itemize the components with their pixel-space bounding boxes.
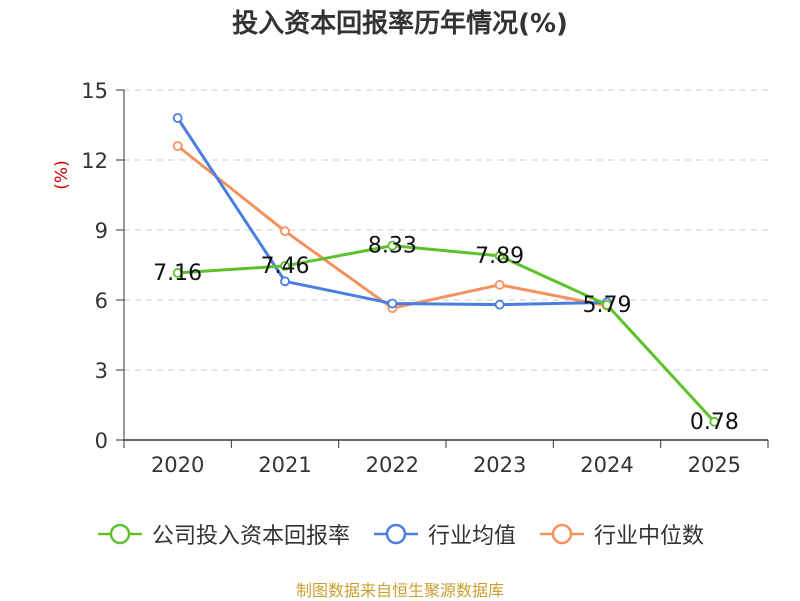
legend-item-industry-avg[interactable]: 行业均值 <box>372 518 516 550</box>
data-point-company[interactable] <box>602 299 612 310</box>
x-tick-label: 2024 <box>580 453 633 477</box>
data-point-industry_avg[interactable] <box>280 276 290 287</box>
data-point-industry_avg[interactable] <box>494 299 505 310</box>
data-point-industry_median[interactable] <box>494 279 505 290</box>
data-point-company[interactable] <box>709 416 720 427</box>
data-label: 7.89 <box>475 244 524 269</box>
x-tick-label: 2025 <box>688 453 741 477</box>
y-tick-label: 6 <box>95 289 108 313</box>
legend: 公司投入资本回报率 行业均值 行业中位数 <box>0 518 800 550</box>
data-point-industry_avg[interactable] <box>387 298 398 309</box>
axes: 0 3 6 9 12 15 2020 2021 2022 2023 2024 2025 (%) <box>52 79 769 477</box>
legend-label-company: 公司投入资本回报率 <box>151 524 350 549</box>
x-tick-label: 2021 <box>258 453 311 477</box>
legend-label-industry-avg: 行业均值 <box>427 524 516 549</box>
data-point-industry_avg[interactable] <box>172 113 183 123</box>
y-tick-label: 3 <box>95 359 108 383</box>
x-tick-label: 2020 <box>151 453 204 477</box>
legend-marker-industry-avg-icon <box>373 523 418 545</box>
x-tick-label: 2022 <box>366 453 419 477</box>
series-line-industry_median <box>176 144 608 310</box>
chart-title: 投入资本回报率历年情况(%) <box>232 9 568 39</box>
data-point-industry_median[interactable] <box>280 226 290 237</box>
y-tick-label: 15 <box>81 79 108 103</box>
data-label: 7.46 <box>261 254 310 279</box>
series <box>172 113 720 427</box>
data-label: 5.79 <box>583 293 632 318</box>
data-point-industry_median[interactable] <box>172 141 183 151</box>
legend-item-industry-median[interactable]: 行业中位数 <box>538 518 704 550</box>
data-point-company[interactable] <box>280 261 290 271</box>
data-point-company[interactable] <box>494 250 505 261</box>
legend-label-industry-median: 行业中位数 <box>594 524 705 549</box>
data-label: 8.33 <box>368 234 417 259</box>
legend-marker-industry-median-icon <box>540 523 584 545</box>
y-axis-title: (%) <box>52 160 72 189</box>
y-tick-label: 12 <box>81 149 108 173</box>
data-label: 0.78 <box>690 410 739 435</box>
legend-marker-company-icon <box>97 523 142 545</box>
data-labels: 7.16 7.46 8.33 7.89 5.79 0.78 <box>153 234 739 435</box>
y-tick-label: 9 <box>95 219 108 243</box>
y-tick-label: 0 <box>95 429 108 453</box>
x-tick-label: 2023 <box>473 453 526 477</box>
series-line-company <box>177 244 716 423</box>
data-source-note: 制图数据来自恒生聚源数据库 <box>295 581 504 600</box>
data-label: 7.16 <box>153 261 202 286</box>
data-point-company[interactable] <box>387 240 398 251</box>
grid-lines <box>124 89 768 371</box>
data-point-company[interactable] <box>172 268 183 278</box>
legend-item-company[interactable]: 公司投入资本回报率 <box>96 518 350 550</box>
